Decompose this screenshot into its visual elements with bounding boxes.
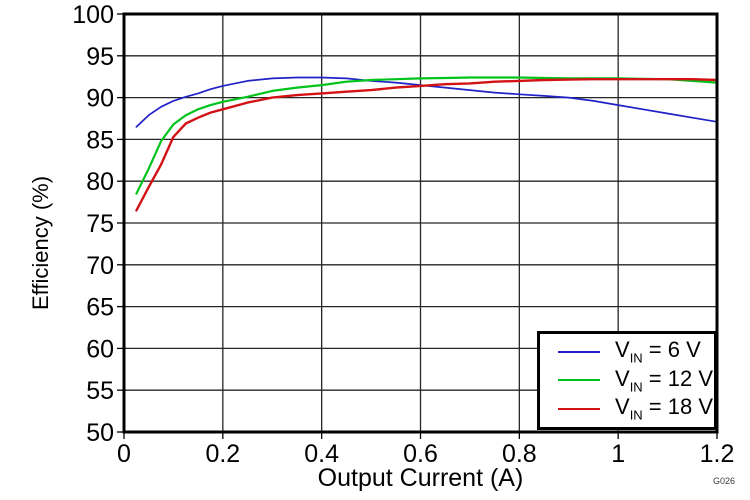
legend-line-sample-12v xyxy=(558,379,600,382)
legend-label-subscript: IN xyxy=(629,350,643,366)
x-tick-label: 0.8 xyxy=(502,440,537,468)
legend-label-prefix: V xyxy=(615,394,630,420)
x-tick-label: 1 xyxy=(611,440,625,468)
legend-item-vin-18v: VIN = 18 V xyxy=(540,394,714,423)
legend-label-prefix: V xyxy=(615,337,630,363)
legend-item-vin-12v: VIN = 12 V xyxy=(540,365,714,395)
y-tick-label: 55 xyxy=(86,377,114,405)
y-tick-label: 100 xyxy=(72,1,114,29)
x-tick-label: 1.2 xyxy=(700,440,735,468)
legend-line-sample-18v xyxy=(558,408,600,411)
legend: VIN = 6 V VIN = 12 V VIN = 18 V xyxy=(537,331,717,430)
series-line-1 xyxy=(135,76,719,195)
y-tick-label: 65 xyxy=(86,294,114,322)
plot-border xyxy=(122,12,719,434)
series-line-2 xyxy=(135,77,719,212)
y-axis-title: Efficiency (%) xyxy=(28,175,53,311)
legend-label-18v: VIN = 18 V xyxy=(615,394,714,423)
series-line-0 xyxy=(135,76,718,128)
y-tick-label: 60 xyxy=(86,335,114,363)
legend-label-prefix: V xyxy=(615,365,630,391)
legend-label-subscript: IN xyxy=(629,379,643,395)
x-tick-label: 0 xyxy=(117,440,131,468)
legend-line-sample-6v xyxy=(558,350,600,353)
y-tick-label: 75 xyxy=(86,210,114,238)
legend-label-6v: VIN = 6 V xyxy=(615,337,701,366)
y-tick-label: 80 xyxy=(86,168,114,196)
y-tick-label: 70 xyxy=(86,252,114,280)
figure-code: G026 xyxy=(713,476,736,486)
legend-label-value: = 12 V xyxy=(642,365,714,391)
y-tick-label: 90 xyxy=(86,85,114,113)
legend-label-12v: VIN = 12 V xyxy=(615,365,714,395)
legend-label-value: = 6 V xyxy=(642,337,701,363)
y-tick-label: 50 xyxy=(86,419,114,447)
x-axis-title: Output Current (A) xyxy=(317,464,524,492)
legend-label-value: = 18 V xyxy=(642,394,714,420)
legend-label-subscript: IN xyxy=(629,407,643,423)
x-tick-label: 0.4 xyxy=(304,440,339,468)
x-tick-label: 0.6 xyxy=(403,440,438,468)
y-tick-label: 95 xyxy=(86,43,114,71)
x-tick-label: 0.2 xyxy=(205,440,240,468)
legend-item-vin-6v: VIN = 6 V xyxy=(540,337,714,366)
y-tick-label: 85 xyxy=(86,126,114,154)
